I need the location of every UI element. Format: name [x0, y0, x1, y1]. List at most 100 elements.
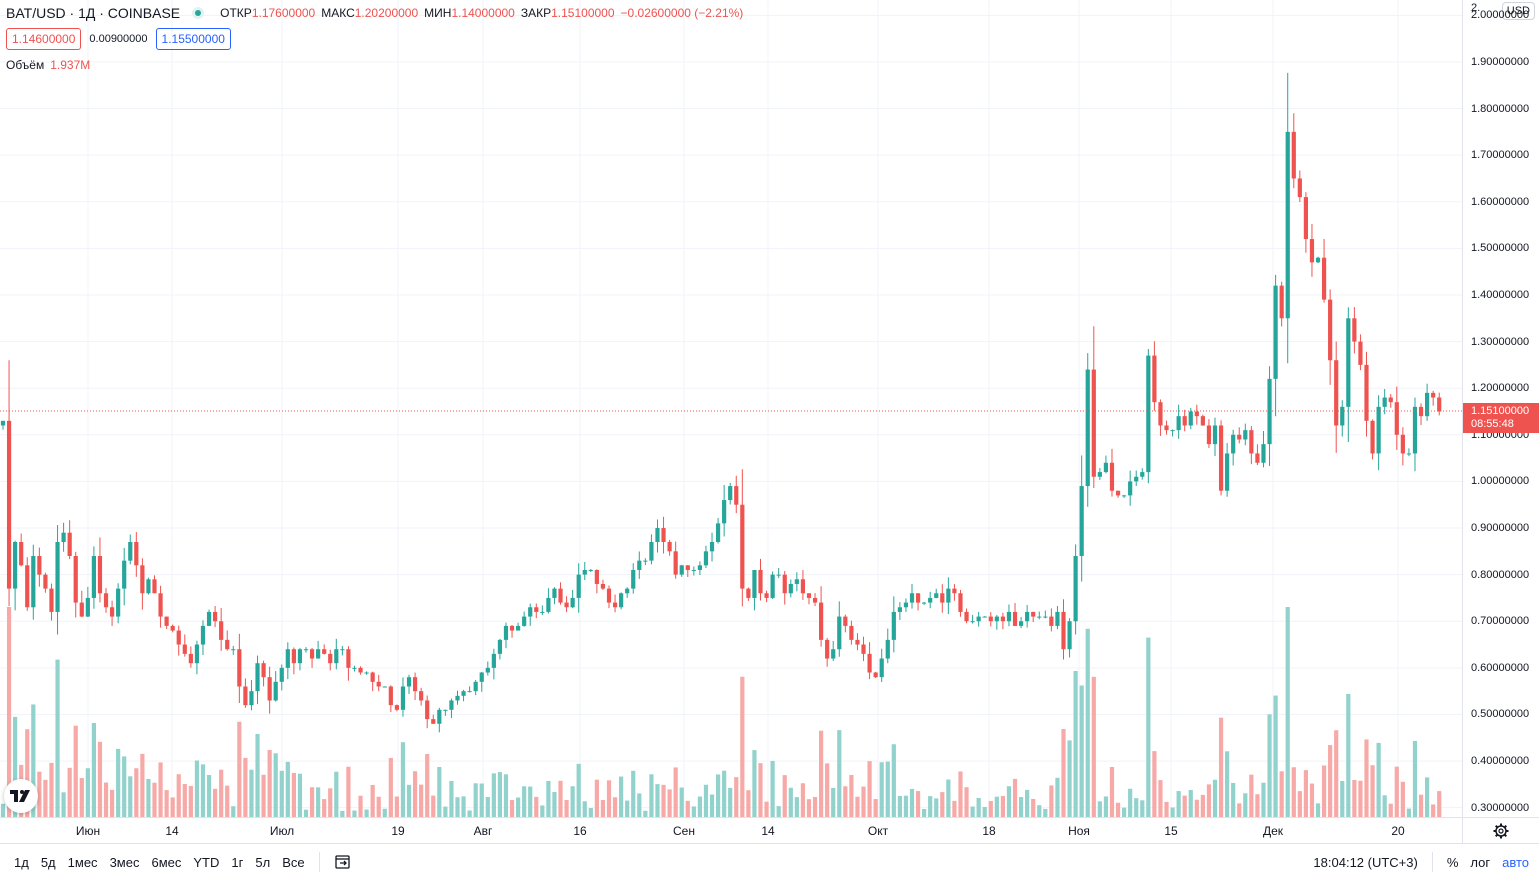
range-button[interactable]: 3мес — [109, 854, 140, 870]
symbol-title[interactable]: BAT/USD · 1Д · COINBASE — [6, 5, 181, 21]
volume-bar — [346, 766, 351, 817]
candle-body — [116, 588, 121, 617]
candle-body — [503, 625, 509, 640]
volume-bar — [425, 754, 430, 817]
volume-bar — [831, 787, 836, 817]
candle-body — [946, 588, 951, 603]
clock-timezone[interactable]: 18:04:12 (UTC+3) — [1313, 854, 1418, 870]
volume-bar — [1200, 794, 1205, 817]
chart-settings-button[interactable] — [1462, 817, 1539, 843]
price-scale[interactable]: 2. USD 2.00000000 1.90000000 1.80000000 1.7… — [1462, 0, 1539, 817]
currency-button[interactable]: USD — [1501, 2, 1535, 20]
candle-body — [1291, 131, 1296, 179]
volume-bar — [1158, 780, 1163, 817]
range-button[interactable]: Все — [282, 854, 305, 870]
volume-bar — [528, 786, 533, 817]
candle-body — [1000, 616, 1005, 622]
volume-bar — [879, 762, 884, 817]
range-button[interactable]: 5л — [255, 854, 271, 870]
volume-bar — [655, 784, 660, 817]
volume-bar — [400, 742, 406, 817]
volume-bar — [1370, 765, 1375, 817]
spread-value: 0.00900000 — [89, 33, 148, 45]
volume-bar — [419, 784, 424, 817]
volume-value: 1.937M — [50, 58, 91, 72]
volume-bar — [806, 799, 812, 817]
candle-body — [1176, 416, 1181, 431]
volume-bar — [922, 809, 927, 817]
volume-bar — [1025, 789, 1030, 817]
tv-logo-glyph — [10, 790, 30, 802]
buy-price-button[interactable]: 1.15500000 — [155, 28, 231, 50]
volume-bar — [73, 725, 78, 817]
candle-body — [1043, 616, 1048, 618]
volume-bar — [715, 774, 721, 817]
price-label-partial: 2. — [1471, 2, 1481, 14]
price-chart[interactable] — [0, 0, 1462, 817]
volume-bar — [594, 779, 599, 817]
candle-body — [455, 695, 460, 701]
candle-body — [1243, 430, 1248, 440]
candle-body — [934, 593, 939, 598]
candle-body — [1085, 369, 1090, 487]
range-button[interactable]: 5д — [40, 854, 56, 870]
volume-bar — [1315, 803, 1321, 817]
auto-scale-toggle[interactable]: авто — [1502, 854, 1529, 870]
range-button[interactable]: 1г — [231, 854, 244, 870]
candle-body — [158, 593, 163, 617]
high-label: МАКС — [321, 6, 355, 20]
candle-body — [994, 616, 999, 622]
volume-bar — [1309, 783, 1315, 817]
volume-bar — [873, 799, 878, 817]
candle-body — [291, 649, 296, 664]
range-button[interactable]: YTD — [193, 854, 220, 870]
candle-body — [722, 500, 727, 524]
volume-bar — [303, 809, 309, 817]
volume-bar — [1091, 676, 1096, 817]
chart-legend: BAT/USD · 1Д · COINBASE ОТКР 1.17600000 М… — [6, 4, 743, 72]
candle-body — [1140, 472, 1145, 477]
volume-bar — [91, 723, 96, 817]
candle-body — [267, 677, 272, 701]
range-button[interactable]: 1д — [14, 854, 29, 870]
log-scale-toggle[interactable]: лог — [1470, 854, 1491, 870]
candle-body — [134, 542, 139, 566]
price-scale-label: 2.00000000 — [1471, 9, 1530, 22]
sell-price-button[interactable]: 1.14600000 — [6, 28, 82, 50]
volume-bar — [746, 790, 751, 817]
candle-body — [364, 672, 369, 674]
volume-bar — [37, 771, 42, 817]
time-axis[interactable]: Июн 14 Июл 19 Авг 16 Сен 14 Окт 18 Ноя 15 Дек 20 — [0, 817, 1462, 843]
volume-bar — [1037, 805, 1042, 817]
range-button[interactable]: 1мес — [67, 854, 98, 870]
candle-body — [1225, 453, 1230, 491]
percent-scale-toggle[interactable]: % — [1446, 854, 1459, 870]
volume-bar — [606, 780, 612, 817]
date-range-button[interactable] — [328, 854, 358, 870]
candle-body — [655, 528, 660, 543]
volume-bar — [709, 794, 715, 817]
volume-bar — [140, 753, 145, 817]
candle-body — [1364, 364, 1369, 421]
candle-body — [13, 542, 18, 589]
volume-bar — [497, 772, 503, 817]
volume-bar — [443, 806, 448, 817]
candle-body — [1328, 299, 1333, 361]
candle-body — [661, 528, 666, 543]
candle-body — [1297, 178, 1302, 198]
candle-body — [473, 681, 478, 692]
time-axis-label: Авг — [473, 824, 493, 838]
volume-bar — [1291, 767, 1296, 817]
candle-body — [1158, 402, 1163, 426]
volume-bar — [625, 800, 630, 817]
candle-body — [734, 486, 739, 505]
market-status-icon[interactable] — [192, 7, 205, 19]
volume-bar — [128, 776, 133, 817]
tradingview-logo-icon[interactable] — [4, 779, 38, 813]
candle-body — [1134, 476, 1139, 482]
volume-bar — [982, 806, 987, 817]
candle-body — [382, 686, 387, 688]
range-button[interactable]: 6мес — [151, 854, 182, 870]
volume-bar — [273, 753, 278, 817]
candle-body — [1182, 416, 1187, 426]
